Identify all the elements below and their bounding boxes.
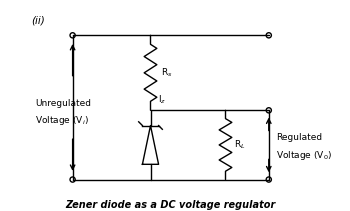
Text: R$_L$: R$_L$: [234, 139, 246, 151]
Text: (ii): (ii): [31, 15, 44, 25]
Text: Zener diode as a DC voltage regulator: Zener diode as a DC voltage regulator: [65, 200, 276, 210]
Text: Unregulated: Unregulated: [35, 99, 91, 108]
Text: Voltage (V$_i$): Voltage (V$_i$): [35, 114, 89, 127]
Text: Voltage (V$_0$): Voltage (V$_0$): [276, 149, 332, 162]
Text: R$_s$: R$_s$: [161, 66, 172, 79]
Text: Regulated: Regulated: [276, 133, 322, 142]
Text: I$_z$: I$_z$: [158, 93, 166, 106]
